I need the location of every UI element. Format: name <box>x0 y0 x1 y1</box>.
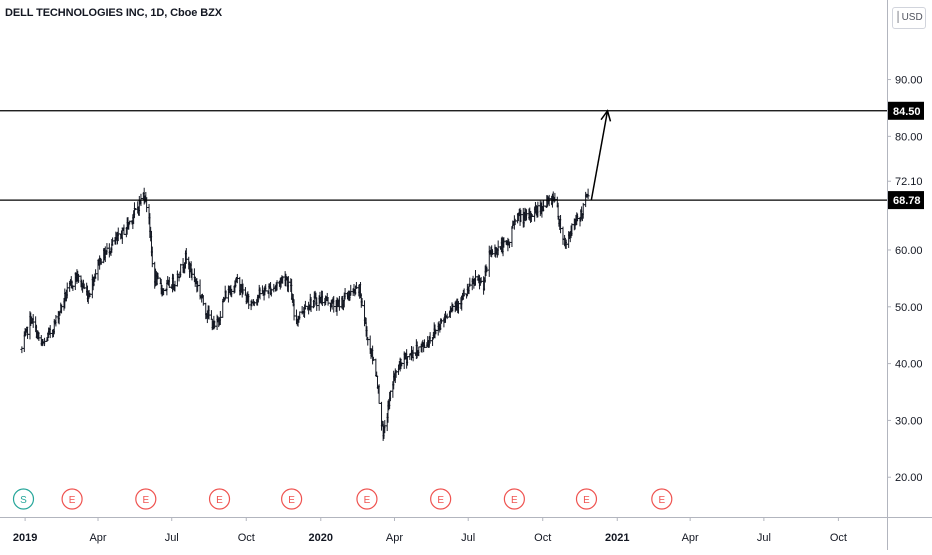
event-circle <box>356 488 378 510</box>
ohlc-bar <box>561 226 565 245</box>
drawing-annotations: 84.50 68.78 <box>0 101 924 210</box>
ohlc-bar <box>107 243 111 258</box>
currency-lock-icon: │ <box>895 12 902 23</box>
ohlc-bar <box>20 346 24 354</box>
earnings-event-icon[interactable]: E <box>135 488 157 510</box>
arrow-head <box>600 109 612 122</box>
ohlc-bar <box>243 287 247 296</box>
event-circle <box>135 488 157 510</box>
ohlc-bar <box>175 270 179 287</box>
event-label: E <box>583 495 590 506</box>
x-tick-label: Apr <box>386 532 403 544</box>
x-tick-label: Jul <box>757 532 771 544</box>
event-label: E <box>437 495 444 506</box>
arrow-shaft <box>590 110 609 201</box>
event-label: E <box>288 495 295 506</box>
chart-title: DELL TECHNOLOGIES INC, 1D, Cboe BZX <box>5 7 222 19</box>
currency-button[interactable]: │USD <box>892 7 926 29</box>
ohlc-bar <box>586 188 590 200</box>
event-label: E <box>69 495 76 506</box>
y-tick-label: 30.00 <box>895 415 923 427</box>
y-tick-label: 72.10 <box>895 176 923 188</box>
x-tick-label: 2020 <box>309 532 333 544</box>
ohlc-bar <box>349 284 353 296</box>
y-tick-label: 80.00 <box>895 131 923 143</box>
earnings-event-icon[interactable]: E <box>503 488 525 510</box>
event-label: S <box>20 495 27 506</box>
x-tick-label: Apr <box>682 532 699 544</box>
y-tick-label: 40.00 <box>895 359 923 371</box>
x-tick-label: 2019 <box>13 532 37 544</box>
y-tick-label: 50.00 <box>895 302 923 314</box>
earnings-event-icon[interactable]: E <box>651 488 673 510</box>
event-label: E <box>216 495 223 506</box>
price-label: 84.50 <box>893 106 921 118</box>
currency-label: USD <box>901 12 923 23</box>
ohlc-bar <box>209 310 213 320</box>
event-label: E <box>142 495 149 506</box>
x-tick-label: Oct <box>534 532 551 544</box>
event-circle <box>281 488 303 510</box>
event-circle <box>61 488 83 510</box>
event-circle <box>575 488 598 510</box>
event-label: E <box>511 495 518 506</box>
y-tick-label: 20.00 <box>895 472 923 484</box>
event-label: E <box>364 495 371 506</box>
event-label: E <box>658 495 665 506</box>
ohlc-bar <box>179 263 183 278</box>
earnings-event-icon[interactable]: E <box>356 488 378 510</box>
price-label-bg <box>888 101 924 120</box>
event-circle <box>12 488 35 510</box>
x-tick-label: Jul <box>165 532 179 544</box>
earnings-event-icon[interactable]: E <box>208 488 231 510</box>
y-tick-label: 90.00 <box>895 75 923 87</box>
earnings-event-icon[interactable]: E <box>575 488 598 510</box>
event-circle <box>651 488 673 510</box>
split-event-icon[interactable]: S <box>12 488 35 510</box>
earnings-event-icon[interactable]: E <box>430 488 452 510</box>
earnings-event-icon[interactable]: E <box>61 488 83 510</box>
event-circle <box>503 488 525 510</box>
x-tick-label: Oct <box>238 532 255 544</box>
earnings-event-icon[interactable]: E <box>281 488 303 510</box>
x-tick-label: Jul <box>461 532 475 544</box>
x-tick-label: Apr <box>89 532 106 544</box>
x-tick-label: 2021 <box>605 532 629 544</box>
ohlc-bars <box>20 187 590 441</box>
price-label-bg <box>888 191 924 210</box>
event-circle <box>208 488 231 510</box>
price-label: 68.78 <box>893 195 921 207</box>
event-circle <box>430 488 452 510</box>
ohlc-bar <box>377 384 381 404</box>
ohlc-bar <box>510 226 514 248</box>
x-tick-label: Oct <box>830 532 847 544</box>
y-tick-label: 60.00 <box>895 245 923 257</box>
